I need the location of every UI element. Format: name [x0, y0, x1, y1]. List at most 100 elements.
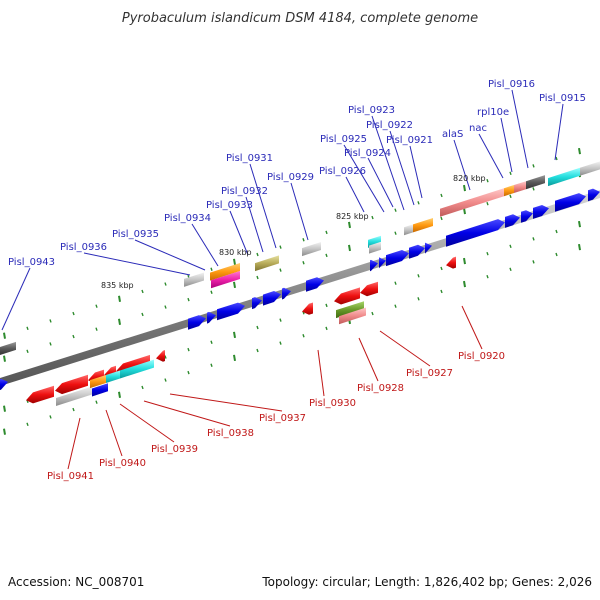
gene-label-pisl-0943[interactable]: Pisl_0943	[8, 257, 55, 268]
gene-label-alas[interactable]: alaS	[442, 129, 463, 140]
reverse-label-leader	[143, 400, 231, 427]
tick-mark	[417, 201, 420, 205]
kbp-label-825: 825 kbp	[336, 212, 369, 221]
forward-label-leader	[1, 267, 31, 331]
tick-mark	[141, 385, 144, 390]
gene-category-box	[90, 375, 106, 389]
tick-mark	[509, 267, 512, 272]
tick-mark	[578, 243, 581, 251]
forward-gene-arrow	[446, 219, 505, 247]
gene-label-pisl-0928[interactable]: Pisl_0928	[357, 383, 404, 394]
gene-label-pisl-0925[interactable]: Pisl_0925	[320, 134, 367, 145]
forward-label-leader	[245, 196, 264, 253]
gene-label-pisl-0932[interactable]: Pisl_0932	[221, 186, 268, 197]
reverse-gene-arrow	[360, 281, 378, 297]
gene-label-pisl-0923[interactable]: Pisl_0923	[348, 105, 395, 116]
gene-label-rpl10e[interactable]: rpl10e	[477, 107, 509, 118]
gene-label-pisl-0926[interactable]: Pisl_0926	[319, 166, 366, 177]
gene-category-box	[120, 359, 154, 379]
genome-summary-text: Topology: circular; Length: 1,826,402 bp…	[261, 575, 592, 589]
forward-gene-arrow	[217, 302, 245, 321]
gene-label-pisl-0924[interactable]: Pisl_0924	[344, 148, 391, 159]
tick-mark	[532, 164, 535, 168]
tick-mark	[486, 274, 489, 279]
gene-label-pisl-0921[interactable]: Pisl_0921	[386, 135, 433, 146]
tick-mark	[348, 221, 351, 229]
gene-label-pisl-0937[interactable]: Pisl_0937	[259, 413, 306, 424]
gene-category-box	[368, 235, 381, 248]
gene-label-pisl-0922[interactable]: Pisl_0922	[366, 120, 413, 131]
reverse-label-leader	[105, 409, 123, 457]
gene-category-box	[504, 185, 514, 197]
forward-gene-arrow	[533, 205, 549, 219]
forward-gene-arrow	[207, 311, 216, 324]
gene-label-pisl-0936[interactable]: Pisl_0936	[60, 242, 107, 253]
forward-gene-arrow	[263, 291, 281, 306]
forward-label-leader	[191, 223, 219, 267]
gene-label-nac[interactable]: nac	[469, 123, 487, 134]
gene-label-pisl-0920[interactable]: Pisl_0920	[458, 351, 505, 362]
tick-mark	[348, 244, 351, 252]
reverse-label-leader	[379, 330, 431, 367]
forward-label-leader	[229, 210, 249, 256]
gene-label-pisl-0929[interactable]: Pisl_0929	[267, 172, 314, 183]
gene-label-pisl-0934[interactable]: Pisl_0934	[164, 213, 211, 224]
tick-mark	[463, 207, 466, 215]
gene-category-box	[369, 241, 381, 254]
tick-mark	[164, 282, 167, 286]
tick-mark	[118, 295, 121, 302]
tick-mark	[555, 156, 558, 161]
gene-label-pisl-0939[interactable]: Pisl_0939	[151, 444, 198, 455]
gene-category-box	[336, 301, 364, 319]
reverse-gene-arrow	[302, 302, 313, 315]
tick-mark	[486, 201, 489, 206]
gene-label-pisl-0941[interactable]: Pisl_0941	[47, 471, 94, 482]
tick-mark	[302, 334, 305, 338]
gene-category-box	[210, 263, 240, 281]
tick-mark	[164, 355, 167, 359]
tick-mark	[394, 304, 397, 308]
tick-mark	[532, 187, 535, 191]
tick-mark	[256, 348, 259, 353]
gene-label-pisl-0935[interactable]: Pisl_0935	[112, 229, 159, 240]
gene-category-box	[548, 167, 580, 187]
tick-mark	[233, 258, 236, 266]
tick-mark	[72, 334, 75, 339]
gene-category-box	[526, 175, 545, 190]
tick-mark	[256, 252, 259, 257]
map-title: Pyrobaculum islandicum DSM 4184, complet…	[122, 11, 478, 26]
gene-label-pisl-0915[interactable]: Pisl_0915	[539, 93, 586, 104]
gene-label-pisl-0940[interactable]: Pisl_0940	[99, 458, 146, 469]
reverse-gene-arrow	[446, 256, 456, 269]
forward-label-leader	[478, 133, 504, 179]
tick-mark	[164, 305, 167, 309]
gene-label-pisl-0938[interactable]: Pisl_0938	[207, 428, 254, 439]
forward-gene-arrow	[409, 244, 425, 259]
tick-mark	[532, 237, 535, 241]
gene-category-box	[255, 255, 279, 272]
tick-mark	[394, 281, 397, 285]
gene-label-pisl-0916[interactable]: Pisl_0916	[488, 79, 535, 90]
tick-mark	[279, 245, 282, 249]
forward-gene-arrow	[0, 378, 8, 390]
tick-mark	[210, 340, 213, 344]
gene-label-pisl-0933[interactable]: Pisl_0933	[206, 200, 253, 211]
forward-label-leader	[371, 115, 405, 211]
gene-category-box	[339, 307, 366, 325]
forward-gene-arrow	[555, 193, 586, 212]
tick-mark	[256, 275, 259, 280]
gene-label-pisl-0930[interactable]: Pisl_0930	[309, 398, 356, 409]
forward-gene-arrow	[370, 259, 378, 272]
reverse-label-leader	[317, 349, 325, 397]
gene-category-box	[0, 341, 16, 355]
forward-gene-arrow	[386, 250, 409, 267]
gene-category-box	[56, 386, 92, 406]
gene-label-pisl-0927[interactable]: Pisl_0927	[406, 368, 453, 379]
forward-label-leader	[554, 103, 564, 161]
tick-mark	[578, 220, 581, 228]
gene-label-pisl-0931[interactable]: Pisl_0931	[226, 153, 273, 164]
tick-mark	[256, 325, 259, 330]
tick-mark	[279, 268, 282, 272]
tick-mark	[49, 415, 52, 419]
tick-mark	[463, 280, 466, 288]
